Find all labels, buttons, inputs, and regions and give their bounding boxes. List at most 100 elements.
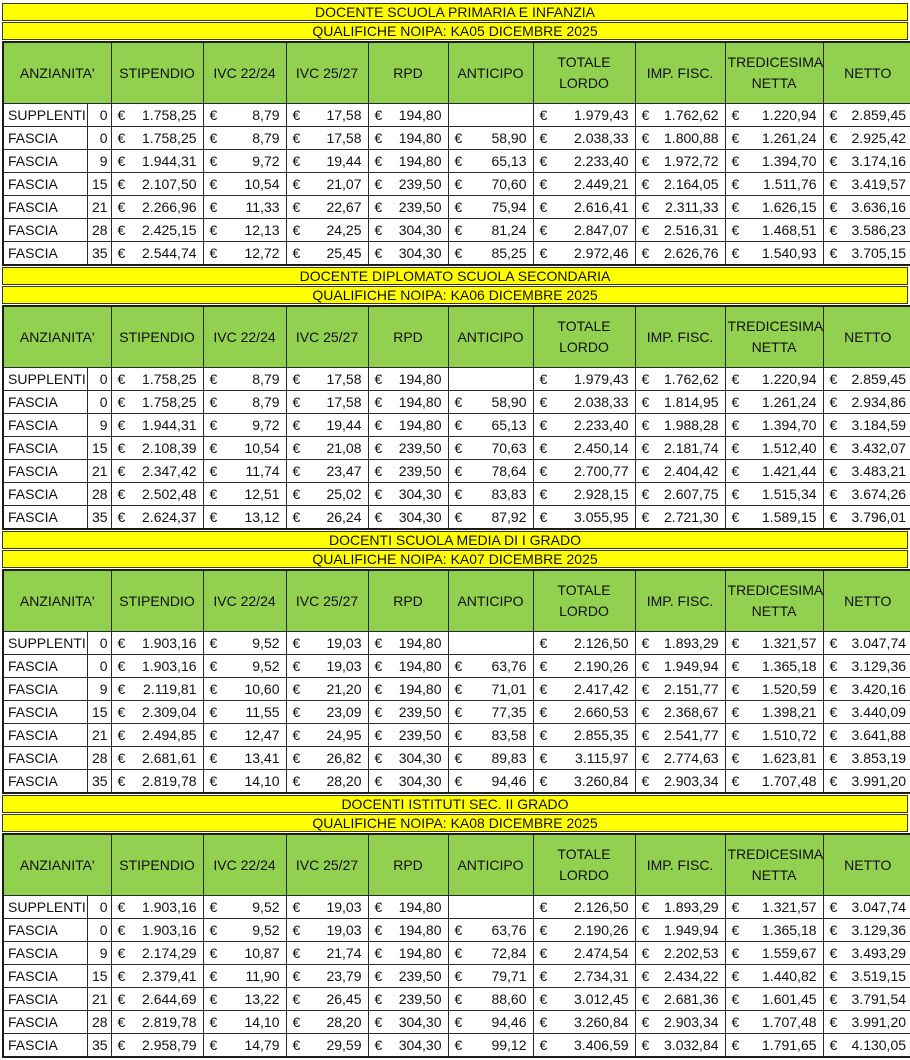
amount-value: 1.949,94	[664, 658, 719, 674]
table-row: SUPPLENTI 0 €1.903,16 €9,52 €19,03 €194,80 €2.…	[2, 895, 910, 919]
amount-value: 4.130,05	[851, 1037, 907, 1053]
amount-value: 28,20	[326, 773, 362, 789]
euro-symbol: €	[454, 968, 463, 984]
cell-tredicesima-netta: €1.394,70	[724, 413, 824, 437]
amount-value: 58,90	[491, 130, 527, 146]
euro-symbol: €	[374, 704, 383, 720]
table-row: FASCIA 35 €2.958,79 €14,79 €29,59 €304,30 €99,…	[2, 1033, 910, 1058]
amount-value: 13,22	[244, 991, 280, 1007]
euro-symbol: €	[731, 245, 740, 261]
amount-value: 12,13	[244, 222, 280, 238]
amount-value: 2.972,46	[574, 245, 629, 261]
amount-value: 304,30	[398, 245, 442, 261]
euro-symbol: €	[829, 371, 838, 387]
cell-netto: €3.047,74	[822, 895, 910, 919]
amount-value: 1.791,65	[762, 1037, 817, 1053]
amount-value: 2.379,41	[142, 968, 197, 984]
amount-value: 24,25	[326, 222, 362, 238]
table-row: FASCIA 21 €2.347,42 €11,74 €23,47 €239,50 €78,…	[2, 459, 910, 483]
cell-rpd: €239,50	[367, 172, 449, 196]
table-row: FASCIA 15 €2.107,50 €10,54 €21,07 €239,50 €70,…	[2, 172, 910, 196]
amount-value: 2.607,75	[664, 486, 719, 502]
euro-symbol: €	[731, 153, 740, 169]
amount-value: 2.038,33	[574, 394, 629, 410]
amount-value: 3.705,15	[851, 245, 907, 261]
cell-ivc-25-27: €17,58	[285, 390, 369, 414]
cell-totale-lordo: €3.115,97	[532, 746, 636, 770]
amount-value: 78,64	[491, 463, 527, 479]
col-header-ivc-25-27: IVC 25/27	[285, 41, 369, 104]
euro-symbol: €	[454, 199, 463, 215]
amount-value: 194,80	[398, 899, 442, 915]
cell-anzianita: 28	[86, 1010, 112, 1034]
cell-totale-lordo: €3.260,84	[532, 769, 636, 794]
table-row: FASCIA 15 €2.309,04 €11,55 €23,09 €239,50 €77,…	[2, 700, 910, 724]
amount-value: 2.164,05	[664, 176, 719, 192]
euro-symbol: €	[292, 750, 301, 766]
euro-symbol: €	[117, 658, 126, 674]
euro-symbol: €	[731, 199, 740, 215]
euro-symbol: €	[731, 486, 740, 502]
euro-symbol: €	[117, 394, 126, 410]
euro-symbol: €	[829, 773, 838, 789]
amount-value: 2.266,96	[142, 199, 197, 215]
euro-symbol: €	[292, 727, 301, 743]
amount-value: 2.425,15	[142, 222, 197, 238]
table-row: FASCIA 0 €1.903,16 €9,52 €19,03 €194,80 €63,76…	[2, 918, 910, 942]
euro-symbol: €	[829, 440, 838, 456]
euro-symbol: €	[829, 658, 838, 674]
euro-symbol: €	[641, 945, 650, 961]
euro-symbol: €	[539, 486, 548, 502]
cell-anticipo: €63,76	[447, 918, 534, 942]
euro-symbol: €	[731, 945, 740, 961]
amount-value: 11,33	[245, 199, 280, 215]
amount-value: 8,79	[252, 130, 280, 146]
cell-categoria: FASCIA	[2, 505, 88, 530]
amount-value: 304,30	[398, 1014, 442, 1030]
amount-value: 1.903,16	[142, 922, 197, 938]
amount-value: 3.991,20	[851, 1014, 907, 1030]
table-row: FASCIA 28 €2.681,61 €13,41 €26,82 €304,30 €89,…	[2, 746, 910, 770]
euro-symbol: €	[731, 130, 740, 146]
cell-imp-fisc: €2.721,30	[634, 505, 726, 530]
amount-value: 9,72	[252, 153, 280, 169]
amount-value: 2.434,22	[664, 968, 719, 984]
amount-value: 304,30	[398, 222, 442, 238]
euro-symbol: €	[292, 773, 301, 789]
euro-symbol: €	[829, 945, 838, 961]
euro-symbol: €	[539, 922, 548, 938]
cell-anzianita: 0	[86, 895, 112, 919]
amount-value: 1.398,21	[762, 704, 817, 720]
euro-symbol: €	[641, 658, 650, 674]
amount-value: 239,50	[398, 176, 442, 192]
cell-stipendio: €2.958,79	[110, 1033, 204, 1058]
euro-symbol: €	[209, 509, 218, 525]
amount-value: 239,50	[398, 440, 442, 456]
euro-symbol: €	[117, 371, 126, 387]
cell-anticipo: €65,13	[447, 413, 534, 437]
cell-anticipo: €89,83	[447, 746, 534, 770]
cell-netto: €2.859,45	[822, 103, 910, 127]
cell-anzianita: 21	[86, 459, 112, 483]
euro-symbol: €	[374, 176, 383, 192]
section-title: DOCENTE SCUOLA PRIMARIA E INFANZIA	[2, 3, 908, 21]
amount-value: 19,03	[326, 899, 362, 915]
col-header-imp-fisc: IMP. FISC.	[634, 41, 726, 104]
euro-symbol: €	[829, 486, 838, 502]
table-row: FASCIA 21 €2.494,85 €12,47 €24,95 €239,50 €83,…	[2, 723, 910, 747]
cell-categoria: FASCIA	[2, 436, 88, 460]
cell-netto: €2.859,45	[822, 367, 910, 391]
amount-value: 2.417,42	[574, 681, 629, 697]
amount-value: 1.626,15	[762, 199, 817, 215]
cell-rpd: €239,50	[367, 987, 449, 1011]
amount-value: 1.944,31	[142, 417, 197, 433]
amount-value: 1.321,57	[762, 899, 817, 915]
euro-symbol: €	[454, 153, 463, 169]
col-header-anticipo: ANTICIPO	[447, 569, 534, 632]
cell-categoria: FASCIA	[2, 172, 88, 196]
euro-symbol: €	[829, 199, 838, 215]
euro-symbol: €	[539, 509, 548, 525]
amount-value: 1.601,45	[762, 991, 817, 1007]
cell-imp-fisc: €2.434,22	[634, 964, 726, 988]
section-subtitle: QUALIFICHE NOIPA: KA08 DICEMBRE 2025	[2, 814, 908, 832]
